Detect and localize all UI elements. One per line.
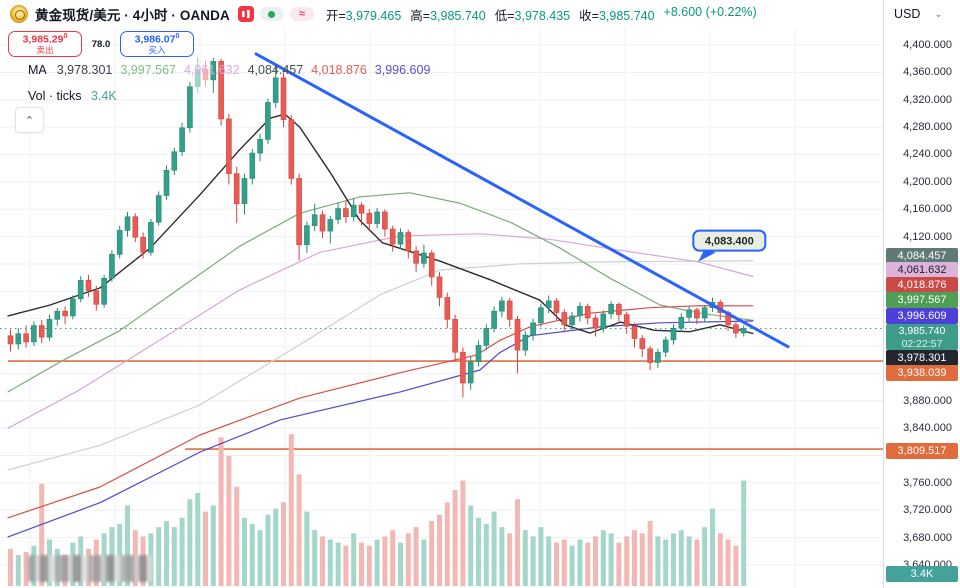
collapse-legend-button[interactable]: ⌃ (15, 107, 44, 133)
ma-legend-row[interactable]: MA 3,978.301 3,997.567 4,061.632 4,084.457 4,… (28, 63, 446, 77)
ma-label: MA (28, 63, 47, 77)
price-axis[interactable]: 4,400.000 4,360.000 4,320.000 4,280.000 4,24… (883, 28, 960, 588)
ma-value: 4,061.632 (183, 63, 240, 77)
chevron-up-icon: ⌃ (24, 114, 35, 127)
ma-value: 4,018.876 (311, 63, 367, 77)
axis-price-label: 3,997.567 (886, 292, 958, 308)
axis-price-label: 4,018.876 (886, 277, 958, 293)
top-toolbar: 黄金现货/美元 · 4小时 · OANDA ≈ 开=3,979.465 高=3,… (0, 0, 960, 28)
ma-value: 3,997.567 (120, 63, 176, 77)
axis-tick: 4,240.000 (903, 148, 952, 161)
price-callout[interactable]: 4,083.400 (692, 229, 767, 262)
axis-tick: 4,200.000 (903, 175, 952, 188)
svg-text:4,083.400: 4,083.400 (705, 236, 754, 248)
low-label: 低= (494, 8, 515, 23)
moving-average-lines (7, 113, 754, 538)
buy-button[interactable]: 3,986.070 买入 (120, 31, 194, 57)
volume-label: Vol · ticks (28, 89, 82, 103)
volume-value: 3.4K (90, 89, 117, 103)
open-label: 开= (325, 8, 346, 23)
ma-red (7, 305, 754, 519)
sell-price: 3,985.29 (22, 33, 64, 46)
close-value: 3,985.740 (598, 8, 655, 23)
gold-coin-icon (10, 5, 28, 23)
ma-blue (7, 320, 754, 538)
approx-indicator-icon[interactable]: ≈ (289, 7, 314, 21)
axis-tick: 3,720.000 (903, 504, 952, 517)
chevron-down-icon: ⌄ (934, 8, 943, 20)
axis-tick: 3,680.000 (903, 531, 952, 544)
buy-label: 买入 (148, 44, 166, 55)
volume-legend-row[interactable]: Vol · ticks 3.4K (28, 89, 117, 103)
axis-price-label: 3,996.609 (886, 308, 958, 324)
axis-price-label: 3,985.740 02:22:57 (886, 324, 958, 350)
axis-price-label: 3.4K (886, 566, 958, 582)
axis-tick: 4,360.000 (903, 66, 952, 79)
ma-value: 4,084.457 (247, 63, 304, 77)
axis-price-label: 3,809.517 (886, 443, 958, 459)
ohlc-readout: 开=3,979.465 高=3,985.740 低=3,978.435 收=3,… (326, 5, 757, 24)
ma-long-gray (7, 260, 754, 471)
sell-button[interactable]: 3,985.290 卖出 (8, 31, 82, 57)
blurred-watermark (28, 555, 152, 582)
candles-layer (7, 57, 747, 398)
axis-tick: 4,280.000 (903, 121, 952, 134)
symbol-title[interactable]: 黄金现货/美元 · 4小时 · OANDA (35, 8, 230, 23)
ma-value: 3,996.609 (374, 63, 431, 77)
ma-green (7, 192, 754, 393)
axis-tick: 3,840.000 (903, 422, 952, 435)
high-value: 3,985.740 (430, 8, 486, 23)
spread-value: 78.0 (91, 38, 111, 50)
sell-price-sup: 0 (63, 33, 68, 41)
change-value: +8.600 (+0.22%) (663, 4, 757, 19)
low-value: 3,978.435 (514, 8, 571, 23)
axis-price-label: 3,978.301 (886, 350, 958, 366)
grid-layer (0, 28, 883, 588)
buy-price: 3,986.07 (134, 33, 176, 46)
axis-price-label: 4,061.632 (886, 262, 958, 278)
axis-tick: 4,120.000 (903, 230, 952, 243)
axis-price-label: 4,084.457 (886, 248, 958, 264)
ma-black (7, 113, 754, 335)
open-value: 3,979.465 (345, 8, 402, 23)
sell-label: 卖出 (36, 44, 54, 55)
horizontal-price-lines[interactable] (8, 360, 883, 450)
axis-tick: 3,760.000 (903, 476, 952, 489)
axis-tick: 4,160.000 (903, 203, 952, 216)
axis-tick: 3,880.000 (903, 394, 952, 407)
axis-tick: 4,320.000 (903, 93, 952, 106)
buy-price-sup: 0 (175, 33, 180, 41)
close-label: 收= (579, 8, 599, 23)
high-label: 高= (410, 8, 431, 23)
currency-selector[interactable]: USD ⌄ (883, 0, 960, 28)
ma-value: 3,978.301 (56, 63, 113, 77)
trendline-drawing[interactable] (254, 52, 790, 349)
axis-tick: 4,400.000 (903, 39, 952, 51)
axis-price-label: 3,938.039 (886, 365, 958, 381)
trade-panel: 3,985.290 卖出 78.0 3,986.070 买入 (8, 31, 194, 57)
candlestick-chart-icon[interactable] (237, 6, 254, 22)
currency-value: USD (894, 7, 921, 21)
green-dot-indicator-icon[interactable] (259, 7, 284, 21)
